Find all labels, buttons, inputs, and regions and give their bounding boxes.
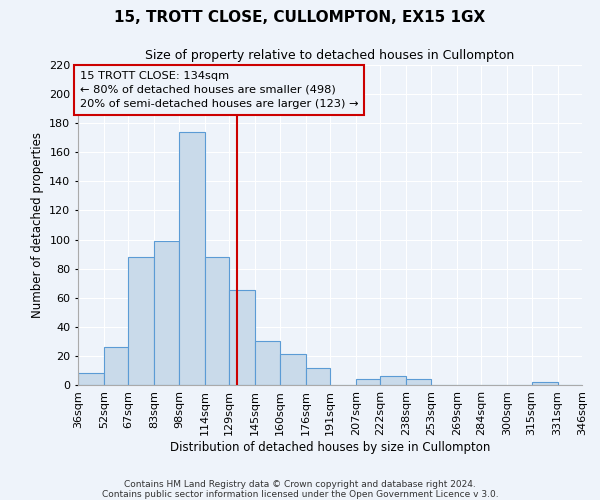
Bar — [305, 368, 330, 385]
Text: 15, TROTT CLOSE, CULLOMPTON, EX15 1GX: 15, TROTT CLOSE, CULLOMPTON, EX15 1GX — [115, 10, 485, 25]
Bar — [78, 374, 104, 385]
Bar — [179, 132, 205, 385]
Bar — [104, 347, 128, 385]
Bar — [406, 379, 431, 385]
Text: Contains HM Land Registry data © Crown copyright and database right 2024.: Contains HM Land Registry data © Crown c… — [124, 480, 476, 489]
Bar — [380, 376, 406, 385]
Bar — [532, 382, 557, 385]
Bar — [356, 379, 380, 385]
Bar — [255, 342, 280, 385]
Y-axis label: Number of detached properties: Number of detached properties — [31, 132, 44, 318]
Text: Contains public sector information licensed under the Open Government Licence v : Contains public sector information licen… — [101, 490, 499, 499]
Bar — [128, 257, 154, 385]
Bar — [280, 354, 305, 385]
Title: Size of property relative to detached houses in Cullompton: Size of property relative to detached ho… — [145, 50, 515, 62]
Bar — [154, 241, 179, 385]
X-axis label: Distribution of detached houses by size in Cullompton: Distribution of detached houses by size … — [170, 440, 490, 454]
Text: 15 TROTT CLOSE: 134sqm
← 80% of detached houses are smaller (498)
20% of semi-de: 15 TROTT CLOSE: 134sqm ← 80% of detached… — [80, 71, 358, 109]
Bar — [229, 290, 255, 385]
Bar — [205, 257, 229, 385]
